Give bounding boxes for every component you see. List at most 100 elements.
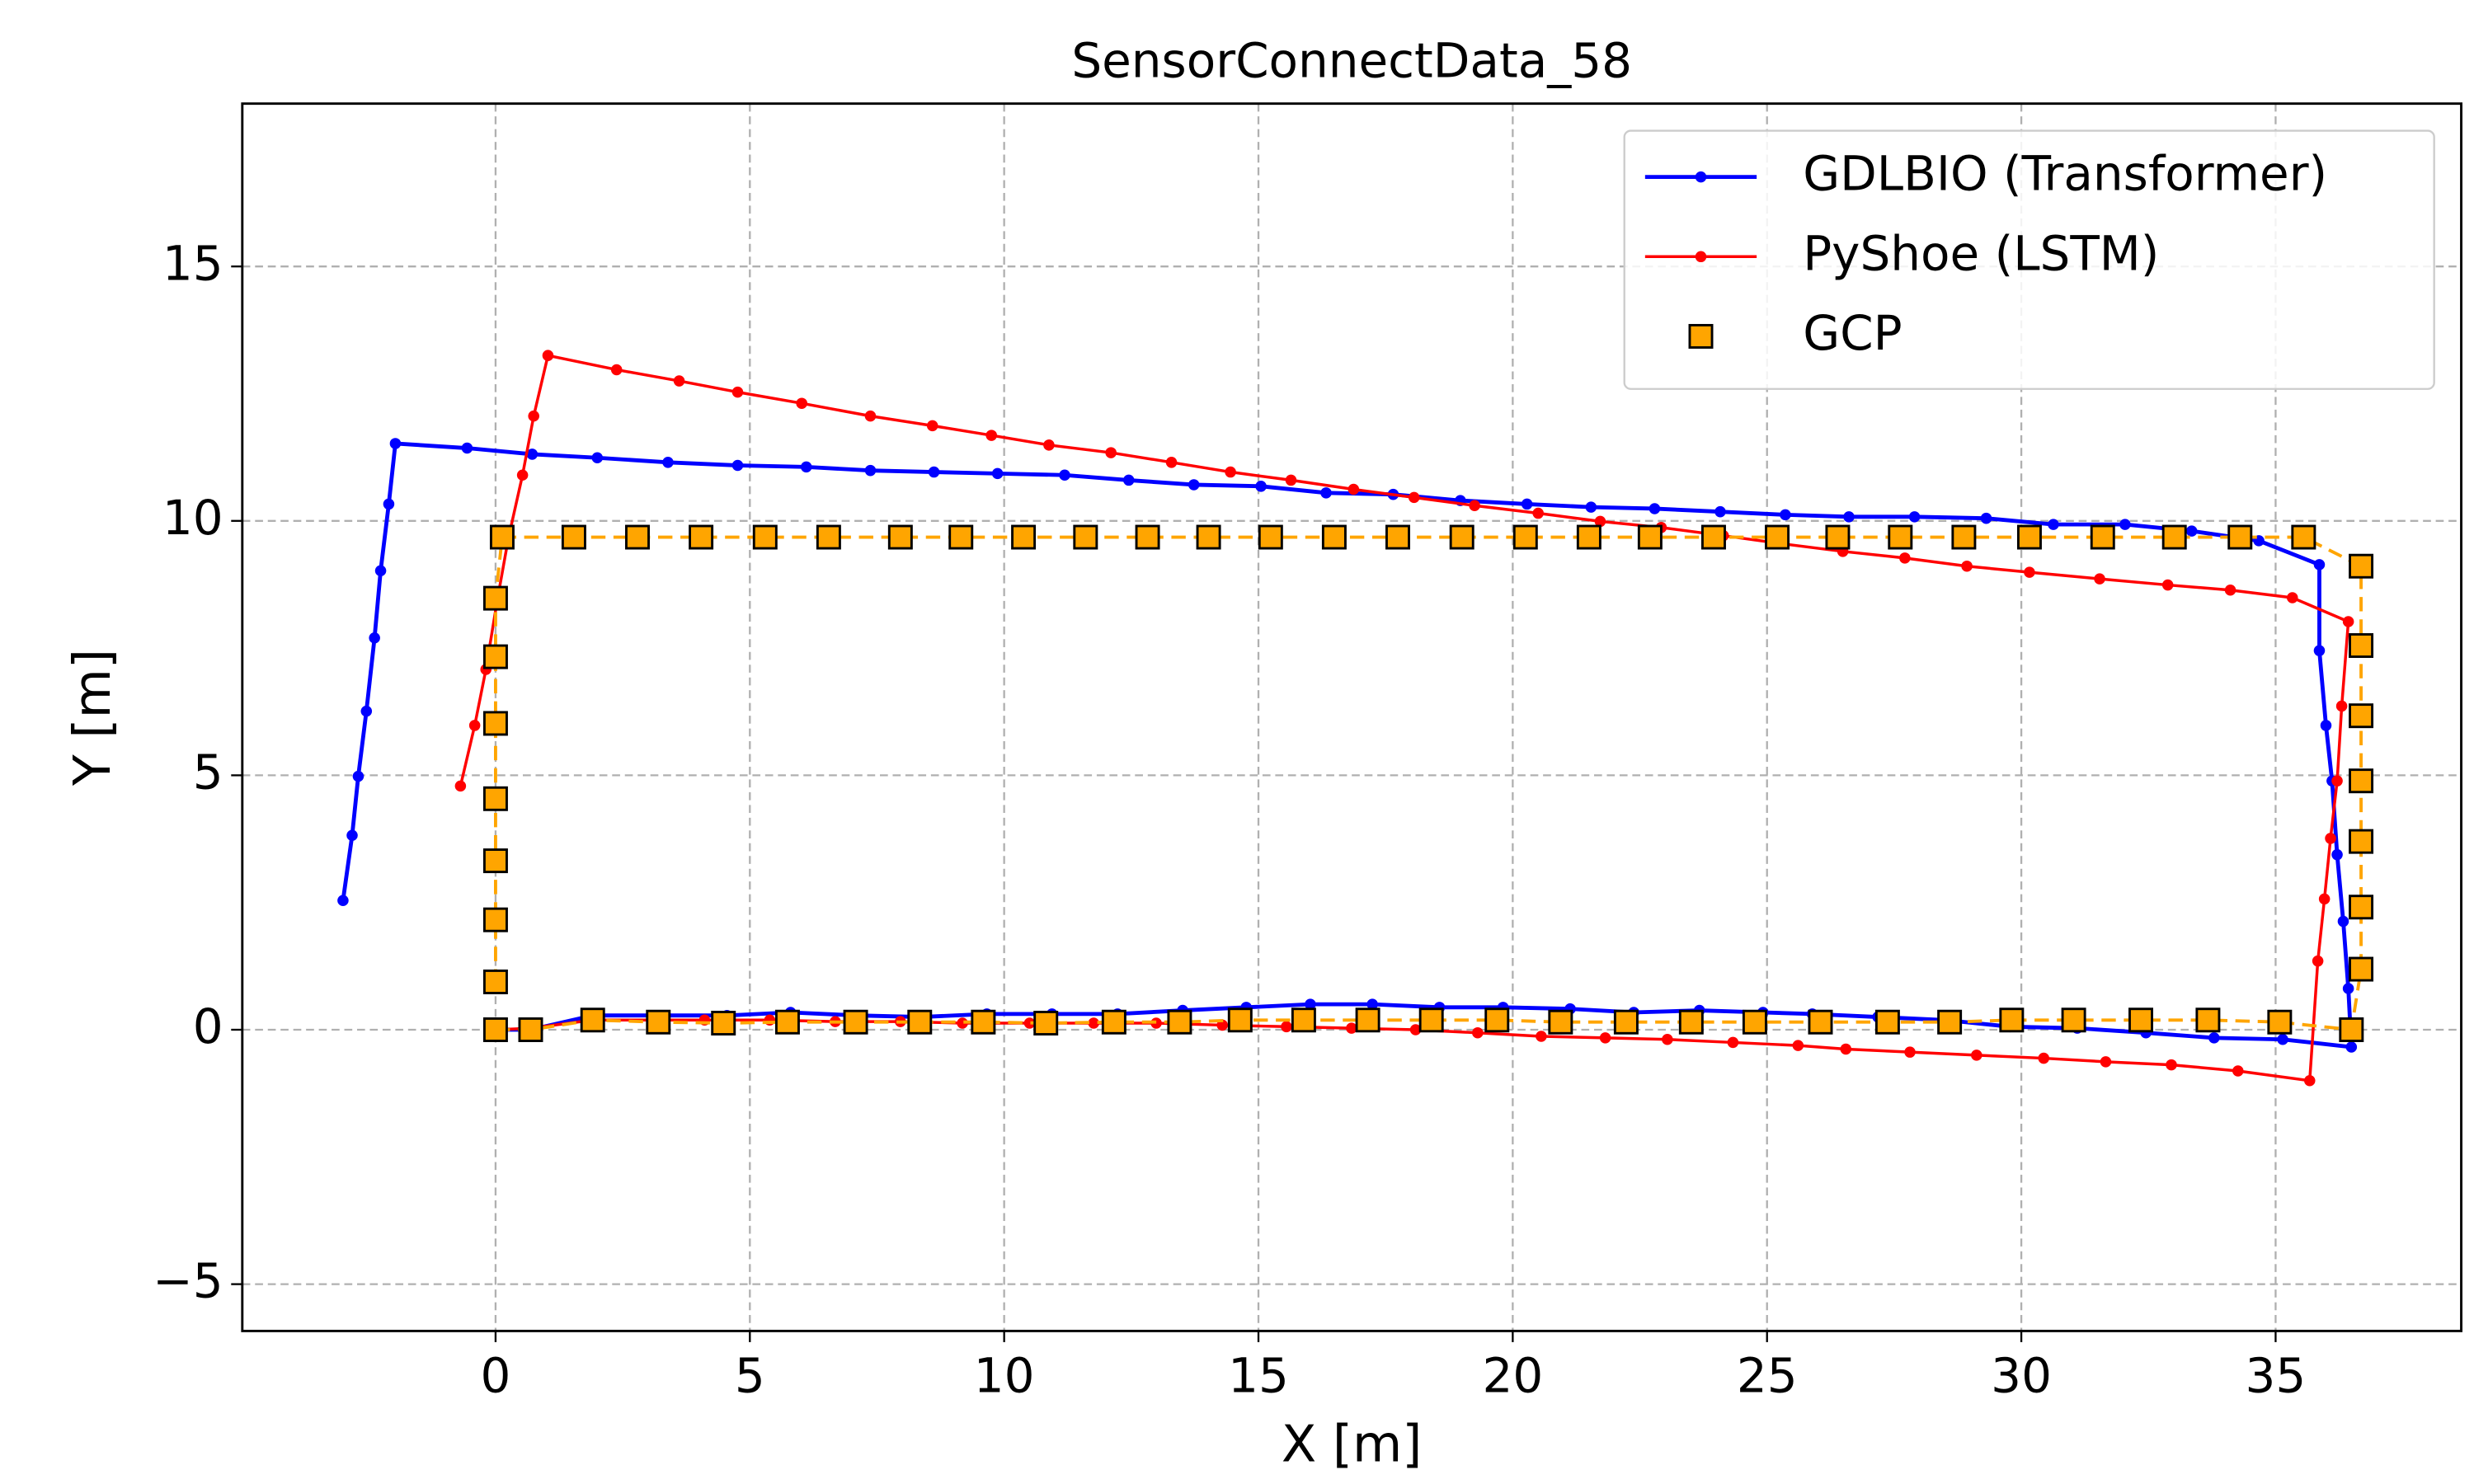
series-line <box>459 354 2350 1082</box>
data-point <box>673 375 685 387</box>
data-point <box>1469 500 1480 512</box>
legend-label: GDLBIO (Transformer) <box>1803 146 2327 202</box>
legend-box <box>1623 129 2435 390</box>
data-point <box>1576 524 1602 550</box>
data-point <box>2038 1052 2049 1064</box>
data-point <box>2287 592 2298 603</box>
data-point <box>2349 956 2374 982</box>
data-point <box>2090 524 2115 550</box>
data-point <box>1196 524 1221 550</box>
data-point <box>2342 616 2354 627</box>
data-point <box>2349 633 2374 658</box>
data-point <box>2349 703 2374 729</box>
data-point <box>2016 524 2042 550</box>
data-point <box>864 410 877 422</box>
data-point <box>2227 524 2253 550</box>
data-point <box>689 524 714 550</box>
x-tick-label: 25 <box>1737 1348 1798 1404</box>
legend-marker <box>1688 323 1714 349</box>
data-point <box>610 364 623 376</box>
data-point <box>796 397 807 409</box>
data-point <box>752 524 778 550</box>
x-axis-label: X [m] <box>1282 1415 1423 1474</box>
data-point <box>468 720 481 731</box>
data-point <box>1888 524 1913 550</box>
data-point <box>482 907 508 932</box>
data-point <box>1059 469 1070 481</box>
data-point <box>2342 983 2354 994</box>
data-point <box>1700 524 1726 550</box>
data-point <box>518 1017 543 1042</box>
data-point <box>2048 519 2059 530</box>
data-point <box>2119 519 2131 530</box>
data-point <box>1409 1024 1422 1036</box>
data-point <box>482 1017 508 1042</box>
data-point <box>2267 1009 2293 1035</box>
data-point <box>1105 447 1117 458</box>
data-point <box>1961 560 1973 572</box>
data-point <box>1135 524 1160 550</box>
data-point <box>528 410 539 422</box>
data-point <box>1088 1017 1099 1029</box>
data-point <box>1840 1043 1852 1055</box>
data-point <box>1792 1040 1804 1051</box>
data-point <box>389 438 402 449</box>
data-point <box>1536 1031 1547 1042</box>
data-point <box>1649 503 1661 514</box>
data-point <box>1532 507 1544 519</box>
data-point <box>1449 524 1475 550</box>
data-point <box>1346 1022 1357 1034</box>
y-tick-label: 15 <box>162 235 223 291</box>
x-tick-label: 30 <box>1991 1348 2052 1404</box>
data-point <box>591 452 604 464</box>
data-point <box>1599 1032 1611 1044</box>
data-point <box>1678 1009 1704 1035</box>
data-point <box>991 467 1004 480</box>
data-point <box>1874 1009 1900 1035</box>
data-point <box>662 457 674 468</box>
data-point <box>1825 524 1851 550</box>
data-point <box>454 780 467 792</box>
data-point <box>1165 457 1178 468</box>
data-point <box>2335 700 2348 712</box>
data-point <box>2061 1007 2086 1033</box>
x-tick-label: 15 <box>1228 1348 1289 1404</box>
data-point <box>957 1017 968 1029</box>
data-point <box>711 1010 736 1036</box>
plot-area <box>337 350 2374 1087</box>
x-tick-label: 20 <box>1482 1348 1543 1404</box>
data-point <box>482 786 508 811</box>
data-point <box>1033 1010 1059 1036</box>
data-point <box>2318 893 2331 905</box>
data-point <box>1043 439 1055 451</box>
data-point <box>1216 1019 1228 1031</box>
data-point <box>1281 1021 1292 1033</box>
data-point <box>1908 511 1921 523</box>
data-point <box>2100 1056 2112 1068</box>
data-point <box>346 829 358 841</box>
data-point <box>2185 525 2198 537</box>
data-point <box>1418 1007 1444 1033</box>
data-point <box>461 442 473 454</box>
data-point <box>1904 1046 1916 1058</box>
data-point <box>337 895 349 906</box>
data-point <box>1291 1007 1316 1033</box>
data-point <box>1366 998 1378 1010</box>
data-point <box>2331 775 2343 787</box>
data-point <box>843 1009 868 1035</box>
data-point <box>774 1009 800 1035</box>
data-point <box>1484 1007 1510 1033</box>
data-point <box>526 448 539 460</box>
data-point <box>2128 1007 2153 1033</box>
data-point <box>482 848 508 874</box>
data-point <box>352 770 365 782</box>
data-point <box>1348 483 1360 495</box>
data-point <box>625 524 650 550</box>
data-point <box>1980 512 1992 524</box>
data-point <box>1585 501 1597 513</box>
data-point <box>2349 553 2374 579</box>
data-point <box>800 461 812 473</box>
data-point <box>1662 1033 1673 1045</box>
data-point <box>1225 466 1236 478</box>
